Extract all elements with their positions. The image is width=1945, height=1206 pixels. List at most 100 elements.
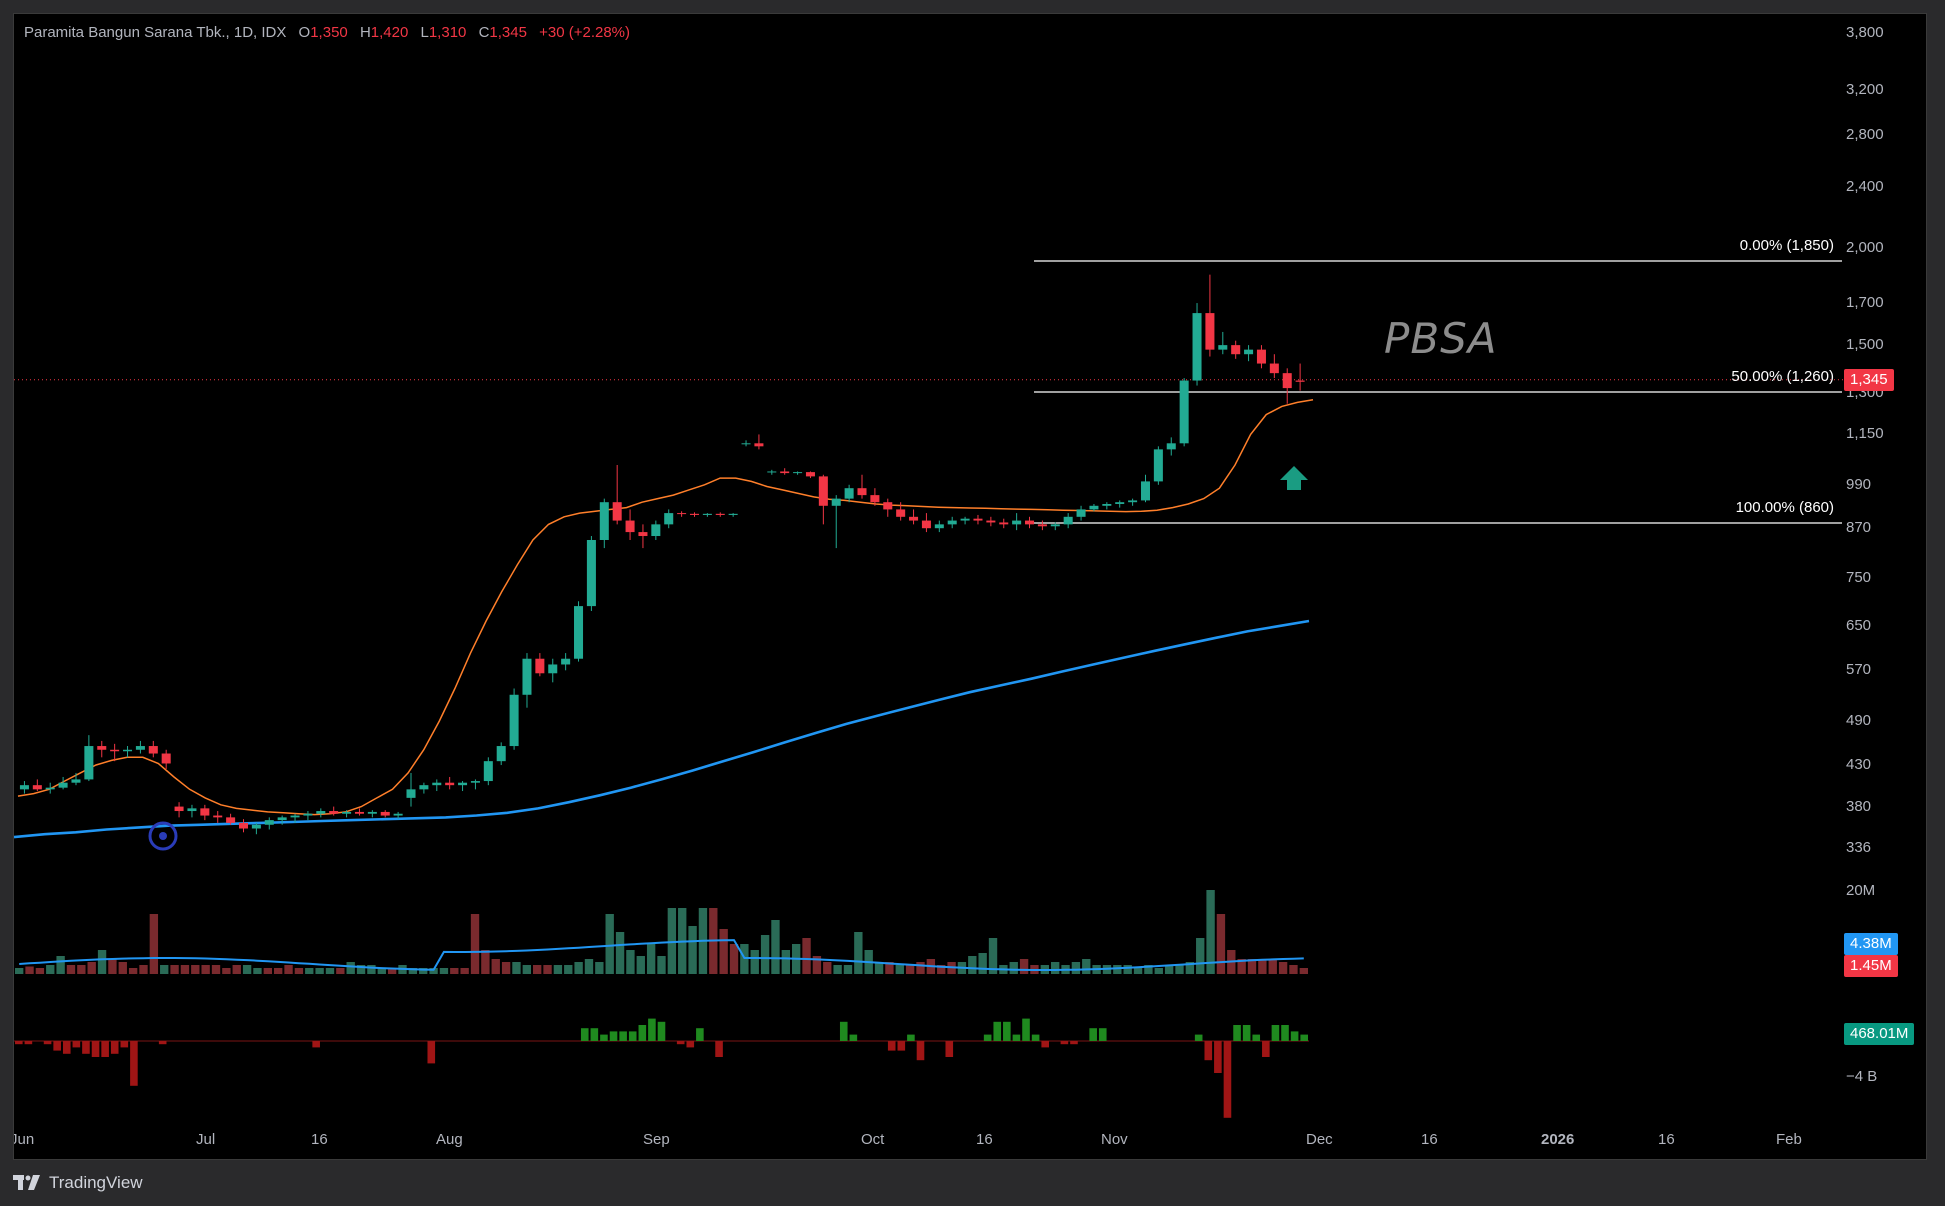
candle-body xyxy=(1256,349,1266,364)
volume-bar xyxy=(211,965,221,974)
time-axis-label: Oct xyxy=(861,1131,885,1148)
volume-bar xyxy=(87,962,96,974)
flow-bar xyxy=(158,1041,167,1045)
flow-bar xyxy=(715,1041,723,1057)
candle-body xyxy=(406,789,416,798)
volume-bar xyxy=(1247,959,1257,974)
last-price-tag: 1,345 xyxy=(1844,369,1894,391)
flow-bar xyxy=(1233,1025,1241,1041)
candle-body xyxy=(1037,524,1047,527)
flow-bar xyxy=(676,1041,685,1045)
event-marker-icon[interactable] xyxy=(148,821,178,851)
volume-bar xyxy=(325,968,335,974)
candle-body xyxy=(625,520,635,533)
candle-body xyxy=(419,785,429,790)
price-axis-label: 490 xyxy=(1846,712,1872,730)
candle-body xyxy=(1166,443,1176,450)
candle-body xyxy=(45,787,55,790)
time-axis-label: Sep xyxy=(643,1131,670,1148)
flow-bar xyxy=(1242,1025,1251,1041)
volume-bar xyxy=(729,944,739,974)
volume-bar xyxy=(1144,965,1153,974)
candle-body xyxy=(612,502,622,521)
volume-bar xyxy=(1051,962,1060,974)
volume-bar xyxy=(812,956,822,974)
candle-body xyxy=(187,808,197,812)
volume-bar xyxy=(377,968,386,974)
candle-body xyxy=(522,658,532,695)
long-moving-average-layer xyxy=(14,619,1310,839)
candle-body xyxy=(677,513,687,515)
price-axis-label: 3,800 xyxy=(1846,23,1884,41)
candle-body xyxy=(1231,345,1241,355)
symbol-watermark: PBSA xyxy=(1384,314,1498,363)
price-axis-label: 750 xyxy=(1846,569,1872,587)
flow-bar xyxy=(427,1041,436,1064)
volume-bar xyxy=(615,932,625,974)
volume-bar xyxy=(77,965,86,974)
flow-bar xyxy=(101,1041,109,1057)
candle-body xyxy=(651,524,661,537)
flow-bar xyxy=(609,1031,618,1041)
candle-body xyxy=(664,513,674,525)
flow-bar xyxy=(887,1041,896,1051)
volume-bar xyxy=(46,965,55,974)
candle-body xyxy=(638,532,648,537)
candle-body xyxy=(174,806,184,812)
candle-body xyxy=(290,815,300,818)
candle-body xyxy=(1205,313,1215,350)
flow-bar xyxy=(907,1034,915,1041)
candle-body xyxy=(548,664,558,674)
candle-body xyxy=(921,520,931,529)
flow-bar xyxy=(1012,1034,1021,1041)
volume-bar xyxy=(1237,959,1246,974)
candle-body xyxy=(947,520,957,525)
volume-bar xyxy=(170,965,179,974)
footer-brand-text: TradingView xyxy=(49,1173,143,1192)
volume-bar xyxy=(626,950,635,974)
time-axis-label: 2026 xyxy=(1541,1131,1575,1148)
volume-bar xyxy=(108,959,117,974)
candle-body xyxy=(831,498,841,506)
candle-body xyxy=(342,811,352,814)
chart-pane[interactable]: Paramita Bangun Sarana Tbk., 1D, IDX O1,… xyxy=(13,13,1927,1160)
time-axis-label: 16 xyxy=(311,1131,328,1148)
flow-bar xyxy=(53,1041,61,1051)
volume-bar xyxy=(636,956,645,974)
candle-body xyxy=(844,488,854,499)
price-axis-label: 990 xyxy=(1846,475,1872,493)
volume-bar xyxy=(1196,938,1205,974)
time-axis-label: Feb xyxy=(1776,1131,1802,1148)
candle-body xyxy=(380,811,390,816)
volume-bar xyxy=(988,938,998,974)
flow-bar xyxy=(120,1041,129,1048)
volume-bar xyxy=(35,968,45,974)
flow-bar xyxy=(1098,1028,1107,1041)
volume-bar xyxy=(771,920,780,974)
chart-canvas[interactable] xyxy=(14,14,1926,1159)
volume-bar xyxy=(56,956,65,974)
candle-body xyxy=(741,443,751,445)
candle-body xyxy=(535,658,545,674)
candle-body xyxy=(1089,505,1099,510)
volume-bar xyxy=(833,965,842,974)
flow-bar xyxy=(91,1041,100,1057)
candle-body xyxy=(19,785,29,790)
candle-body xyxy=(316,811,326,814)
time-axis-label: Dec xyxy=(1306,1131,1333,1148)
candle-body xyxy=(728,513,738,515)
candle-body xyxy=(110,749,120,752)
volume-bar xyxy=(543,965,552,974)
candle-body xyxy=(496,746,506,762)
footer-brand[interactable]: TradingView xyxy=(13,1168,143,1198)
legend-open-label: O xyxy=(298,24,311,41)
volume-bar xyxy=(574,962,583,974)
chart-legend: Paramita Bangun Sarana Tbk., 1D, IDX O1,… xyxy=(24,24,630,41)
volume-bar xyxy=(356,965,366,974)
candle-body xyxy=(1179,380,1189,444)
candle-body xyxy=(561,658,571,665)
volume-bar xyxy=(937,965,946,974)
volume-bar xyxy=(1185,962,1195,974)
legend-high: 1,420 xyxy=(370,24,409,41)
tradingview-logo-icon xyxy=(13,1175,40,1190)
